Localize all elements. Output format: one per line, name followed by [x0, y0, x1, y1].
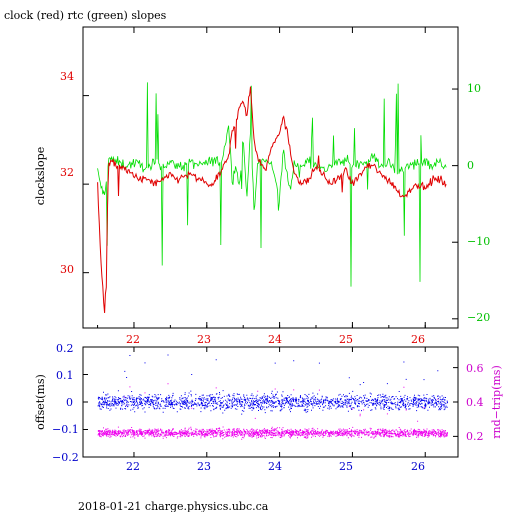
- top-x-tick-label: 26: [411, 333, 425, 346]
- rtc-series-line: [97, 82, 447, 287]
- bottom-left-tick-label: −0.1: [52, 423, 79, 436]
- bottom-x-tick-label: 26: [411, 460, 425, 473]
- top-panel-frame: [82, 26, 459, 329]
- bottom-plot-area: [83, 346, 458, 458]
- top-right-tick-label: −20: [467, 311, 490, 324]
- bottom-right-axis-label: rnd−trip(ms): [490, 365, 503, 439]
- bottom-right-tick-label: 0.4: [466, 396, 484, 409]
- top-right-tick-label: 0: [467, 159, 474, 172]
- offset-scatter: [97, 354, 448, 415]
- top-plot-area: [83, 27, 458, 328]
- top-right-tick-label: −10: [467, 235, 490, 248]
- bottom-x-tick-label: 22: [126, 460, 140, 473]
- footer-caption: 2018-01-21 charge.physics.ubc.ca: [78, 500, 269, 512]
- bottom-left-tick-label: 0.1: [56, 369, 74, 382]
- bottom-right-tick-label: 0.6: [466, 362, 484, 375]
- top-x-tick-label: 25: [339, 333, 353, 346]
- bottom-left-tick-label: 0: [66, 396, 73, 409]
- top-right-tick-label: 10: [467, 82, 481, 95]
- top-left-tick-label: 30: [60, 263, 74, 276]
- top-x-tick-label: 22: [126, 333, 140, 346]
- bottom-left-axis-label: offset(ms): [34, 374, 47, 430]
- chart-title: clock (red) rtc (green) slopes: [4, 9, 167, 22]
- bottom-left-tick-label: 0.2: [56, 342, 74, 355]
- bottom-x-tick-label: 25: [339, 460, 353, 473]
- bottom-x-tick-label: 24: [268, 460, 282, 473]
- top-left-tick-label: 34: [60, 70, 74, 83]
- clock-series-line: [97, 86, 447, 314]
- bottom-right-tick-label: 0.2: [466, 430, 484, 443]
- bottom-left-tick-label: −0.2: [52, 451, 79, 464]
- top-x-tick-label: 24: [268, 333, 282, 346]
- bottom-x-tick-label: 23: [197, 460, 211, 473]
- top-x-tick-label: 23: [197, 333, 211, 346]
- top-left-tick-label: 32: [60, 166, 74, 179]
- rndtrip-scatter: [97, 383, 448, 440]
- top-y-axis-label: clockslope: [34, 147, 47, 205]
